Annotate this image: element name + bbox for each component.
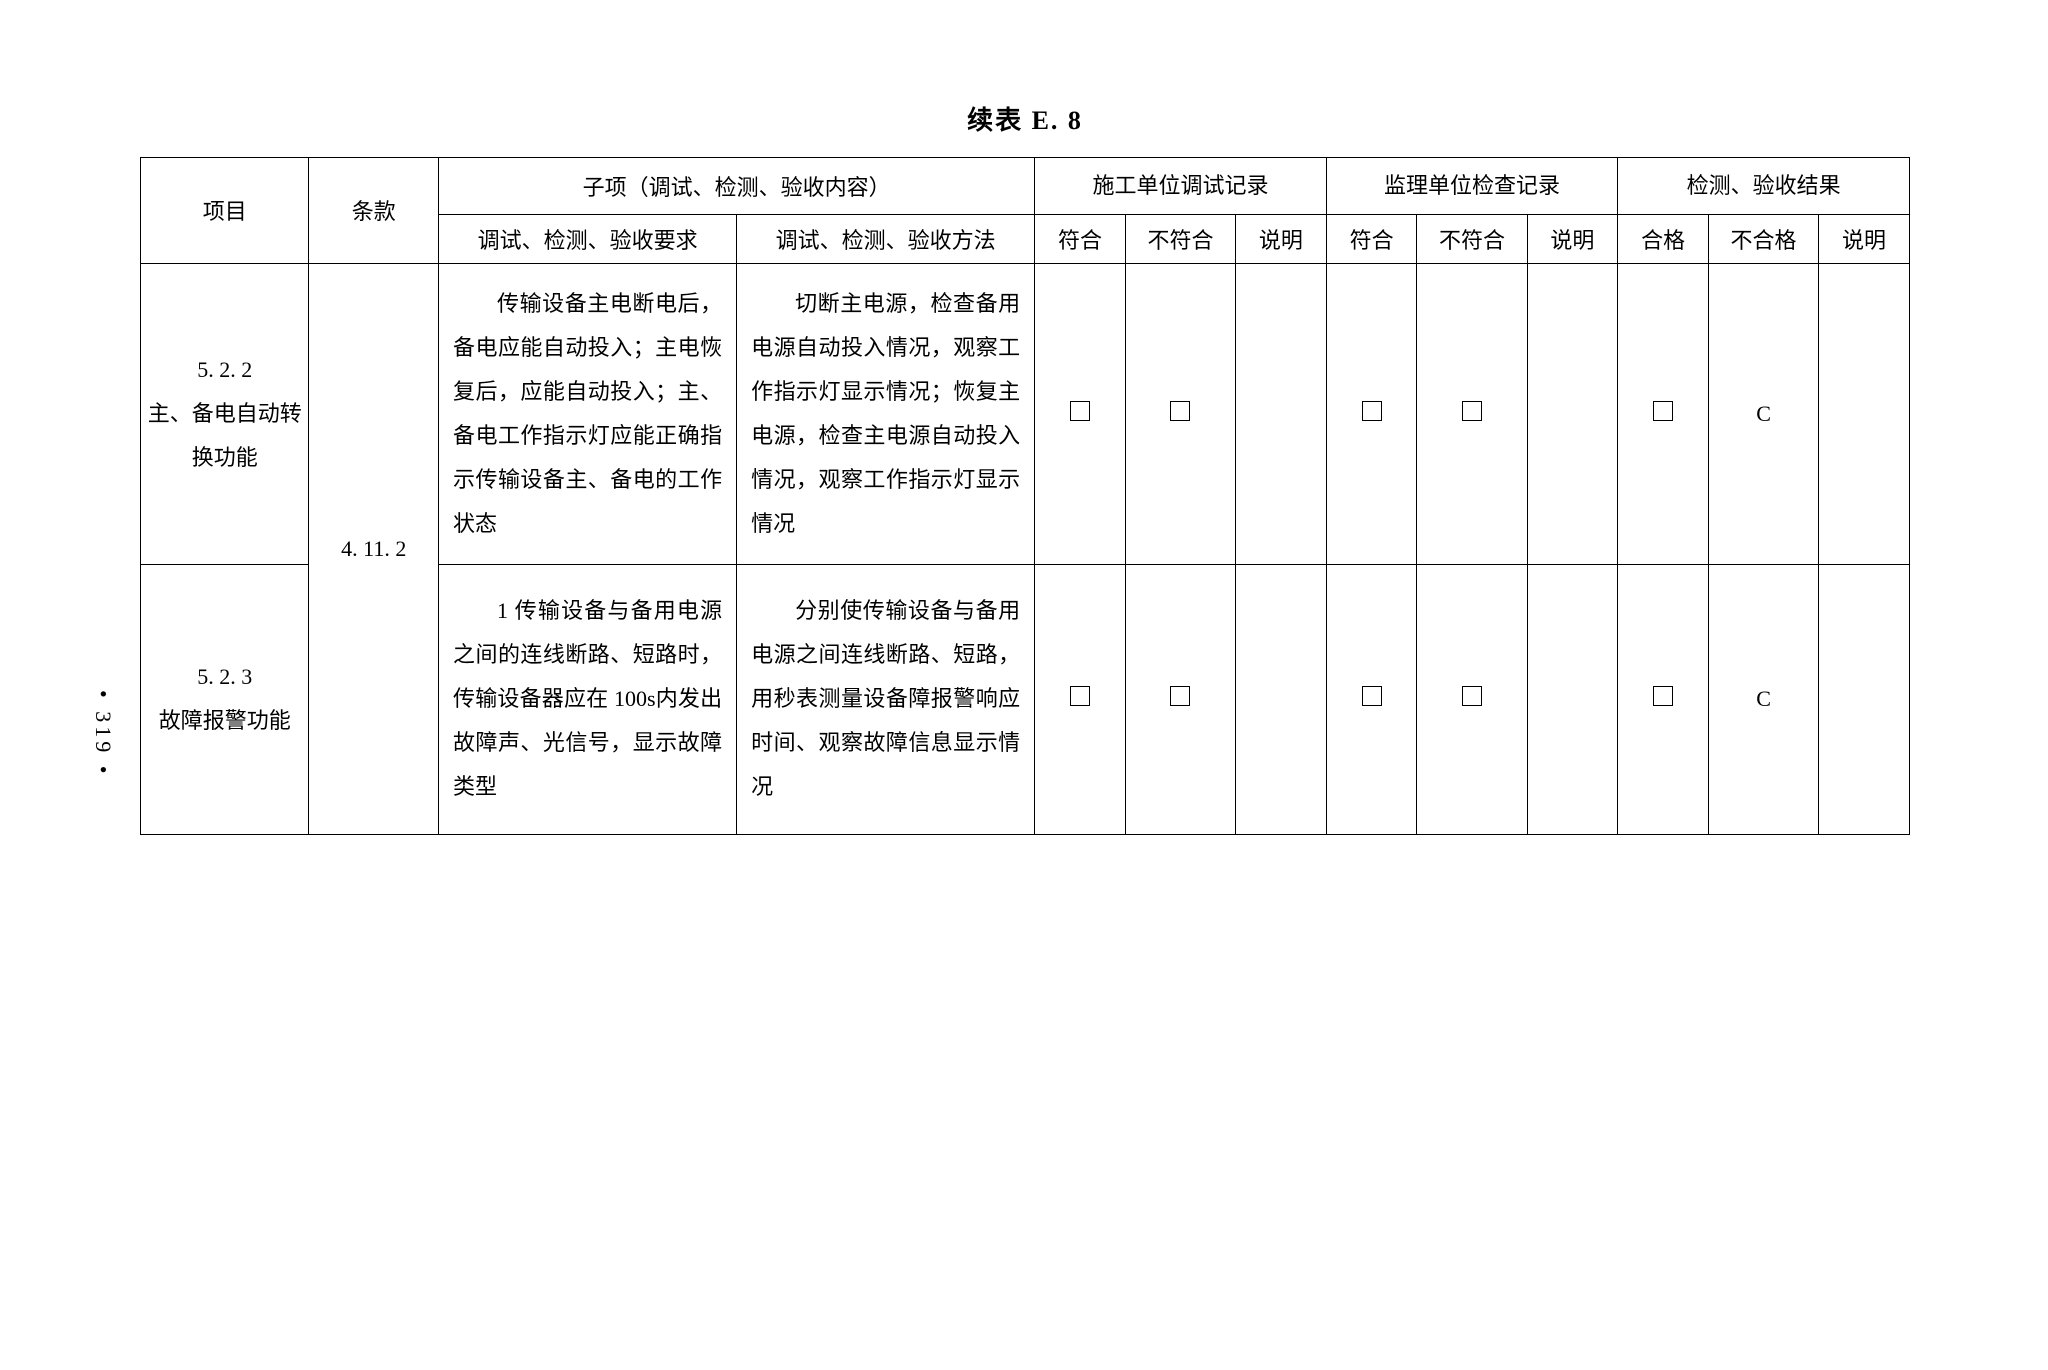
note-cell — [1527, 263, 1618, 564]
checkbox-cell — [1326, 263, 1417, 564]
header-noconform-1: 不符合 — [1125, 214, 1235, 263]
header-note-1: 说明 — [1236, 214, 1327, 263]
nopass-cell: C — [1708, 263, 1818, 564]
header-pass: 合格 — [1618, 214, 1709, 263]
checkbox-icon — [1462, 401, 1482, 421]
table-row: 5. 2. 2 主、备电自动转换功能 4. 11. 2 传输设备主电断电后，备电… — [141, 263, 1910, 564]
checkbox-icon — [1462, 686, 1482, 706]
checkbox-cell — [1035, 263, 1126, 564]
header-conform-2: 符合 — [1326, 214, 1417, 263]
checkbox-cell — [1125, 564, 1235, 834]
checkbox-icon — [1653, 401, 1673, 421]
nopass-cell: C — [1708, 564, 1818, 834]
project-num: 5. 2. 3 — [145, 655, 304, 699]
header-construction: 施工单位调试记录 — [1035, 158, 1327, 215]
checkbox-cell — [1417, 564, 1527, 834]
header-inspection: 检测、验收结果 — [1618, 158, 1910, 215]
project-name: 故障报警功能 — [145, 699, 304, 743]
requirement-cell: 传输设备主电断电后，备电应能自动投入；主电恢复后，应能自动投入；主、备电工作指示… — [439, 263, 737, 564]
note-cell — [1527, 564, 1618, 834]
inspection-table: 项目 条款 子项（调试、检测、验收内容） 施工单位调试记录 监理单位检查记录 检… — [140, 157, 1910, 835]
checkbox-icon — [1070, 401, 1090, 421]
project-cell: 5. 2. 2 主、备电自动转换功能 — [141, 263, 309, 564]
header-nopass: 不合格 — [1708, 214, 1818, 263]
checkbox-cell — [1417, 263, 1527, 564]
project-cell: 5. 2. 3 故障报警功能 — [141, 564, 309, 834]
header-row-1: 项目 条款 子项（调试、检测、验收内容） 施工单位调试记录 监理单位检查记录 检… — [141, 158, 1910, 215]
page-container: 续表 E. 8 项目 条款 子项（调试、检测、验收内容） 施工单位调试记录 监理… — [140, 100, 1910, 835]
header-noconform-2: 不符合 — [1417, 214, 1527, 263]
method-cell: 分别使传输设备与备用电源之间连线断路、短路，用秒表测量设备障报警响应时间、观察故… — [737, 564, 1035, 834]
project-num: 5. 2. 2 — [145, 348, 304, 392]
project-name: 主、备电自动转换功能 — [145, 392, 304, 480]
header-conform-1: 符合 — [1035, 214, 1126, 263]
header-note-3: 说明 — [1819, 214, 1910, 263]
requirement-cell: 1 传输设备与备用电源之间的连线断路、短路时，传输设备器应在 100s内发出故障… — [439, 564, 737, 834]
clause-cell: 4. 11. 2 — [309, 263, 439, 834]
header-method: 调试、检测、验收方法 — [737, 214, 1035, 263]
method-cell: 切断主电源，检查备用电源自动投入情况，观察工作指示灯显示情况；恢复主电源，检查主… — [737, 263, 1035, 564]
header-supervision: 监理单位检查记录 — [1326, 158, 1618, 215]
note-cell — [1819, 263, 1910, 564]
note-cell — [1236, 263, 1327, 564]
table-title: 续表 E. 8 — [140, 100, 1910, 137]
checkbox-icon — [1653, 686, 1673, 706]
header-requirement: 调试、检测、验收要求 — [439, 214, 737, 263]
header-project: 项目 — [141, 158, 309, 264]
checkbox-cell — [1618, 263, 1709, 564]
note-cell — [1236, 564, 1327, 834]
page-number: • 319 • — [90, 690, 116, 777]
note-cell — [1819, 564, 1910, 834]
checkbox-cell — [1125, 263, 1235, 564]
header-subitem: 子项（调试、检测、验收内容） — [439, 158, 1035, 215]
header-note-2: 说明 — [1527, 214, 1618, 263]
checkbox-icon — [1170, 401, 1190, 421]
checkbox-icon — [1362, 401, 1382, 421]
checkbox-cell — [1618, 564, 1709, 834]
checkbox-icon — [1070, 686, 1090, 706]
checkbox-cell — [1326, 564, 1417, 834]
checkbox-icon — [1362, 686, 1382, 706]
header-clause: 条款 — [309, 158, 439, 264]
checkbox-icon — [1170, 686, 1190, 706]
checkbox-cell — [1035, 564, 1126, 834]
